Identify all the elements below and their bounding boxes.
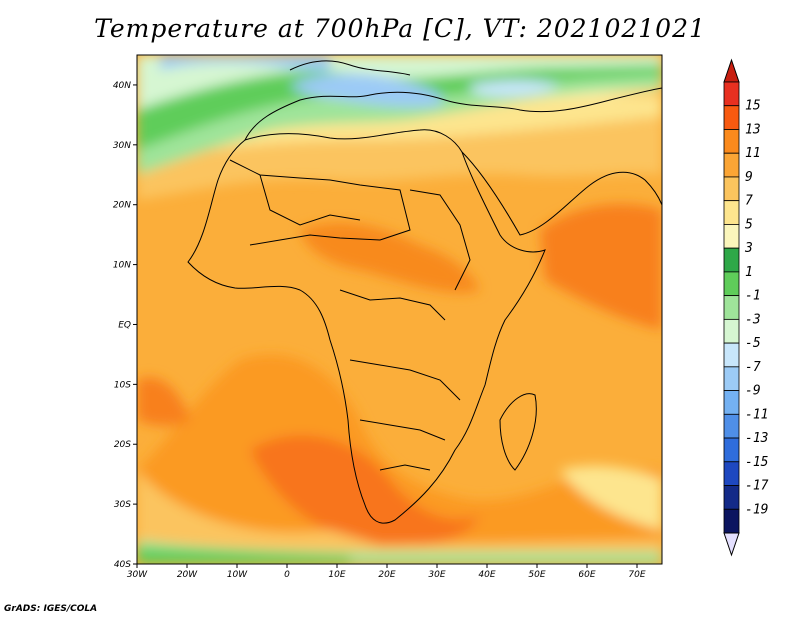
grads-credit: GrADS: IGES/COLA (4, 604, 98, 614)
colorbar-label: -9 (745, 384, 761, 399)
colorbar-swatch (723, 105, 740, 130)
colorbar-label: -11 (745, 407, 768, 422)
colorbar-swatch (723, 81, 740, 107)
colorbar-label: -19 (745, 502, 768, 517)
colorbar-swatch (723, 437, 740, 463)
colorbar-swatch (723, 366, 740, 391)
lon-tick-label: 70E (628, 570, 645, 580)
colorbar-swatch (723, 176, 740, 202)
colorbar-swatch (723, 342, 740, 368)
lat-tick-label: 20S (114, 440, 131, 450)
colorbar-min-arrow (723, 532, 740, 557)
lon-tick-label: 0 (284, 570, 290, 580)
colorbar-swatch (723, 295, 740, 320)
colorbar-swatch (723, 271, 740, 297)
colorbar-swatch (723, 224, 740, 249)
lon-tick-label: 30W (127, 570, 148, 580)
temperature-field (137, 55, 662, 564)
colorbar-label: 7 (745, 194, 753, 209)
colorbar-label: 1 (745, 265, 753, 280)
colorbar-swatch (723, 200, 740, 225)
colorbar: 15 13 11 9 7 5 3 1 -1 -3 -5 -7 -9 -11 -13 -15 -17 -19 (723, 58, 769, 557)
colorbar-swatch (723, 461, 740, 486)
colorbar-swatch (723, 508, 740, 534)
lat-tick-label: 10S (114, 380, 131, 390)
colorbar-label: -5 (745, 336, 761, 351)
colorbar-label: 11 (745, 146, 761, 161)
colorbar-label: 13 (745, 122, 761, 137)
colorbar-label: 5 (745, 217, 753, 232)
lat-tick-label: 30N (113, 141, 131, 151)
colorbar-max-arrow (723, 58, 740, 83)
colorbar-label: 15 (745, 99, 761, 114)
map-title: Temperature at 700hPa [C], VT: 202102102… (94, 14, 706, 43)
coastlines-and-borders (187, 60, 662, 524)
lat-tick-label: 10N (113, 261, 131, 271)
lon-tick-label: 50E (528, 570, 545, 580)
colorbar-label: 9 (745, 170, 753, 185)
lon-tick-label: 60E (578, 570, 595, 580)
longitude-axis: 30W 20W 10W 0 10E 20E 30E 40E 50E 60E 70E (127, 564, 646, 580)
colorbar-swatch (723, 390, 740, 415)
colorbar-swatch (723, 485, 740, 510)
colorbar-label: -7 (745, 360, 761, 375)
latitude-axis: 40N 30N 20N 10N EQ 10S 20S 30S 40S (113, 81, 137, 570)
lon-tick-label: 20E (378, 570, 395, 580)
lon-tick-label: 40E (478, 570, 495, 580)
colorbar-label: -17 (745, 479, 769, 494)
colorbar-label: -1 (745, 289, 761, 304)
lon-tick-label: 20W (177, 570, 198, 580)
lon-tick-label: 10W (227, 570, 248, 580)
colorbar-label: 3 (744, 241, 753, 256)
lat-tick-label: 40S (114, 560, 131, 570)
colorbar-label: -15 (745, 455, 769, 470)
lat-tick-label: 20N (113, 201, 131, 211)
colorbar-swatch (723, 247, 740, 273)
colorbar-label: -13 (745, 431, 768, 446)
lat-tick-label: 40N (113, 81, 131, 91)
lat-tick-label: 30S (114, 500, 131, 510)
colorbar-label: -3 (745, 312, 761, 327)
colorbar-swatch (723, 152, 740, 178)
colorbar-swatch (723, 413, 740, 439)
lon-tick-label: 30E (428, 570, 445, 580)
lon-tick-label: 10E (328, 570, 345, 580)
colorbar-swatch (723, 129, 740, 154)
lat-tick-label: EQ (118, 320, 131, 330)
map-frame (136, 54, 663, 565)
colorbar-swatch (723, 318, 740, 344)
